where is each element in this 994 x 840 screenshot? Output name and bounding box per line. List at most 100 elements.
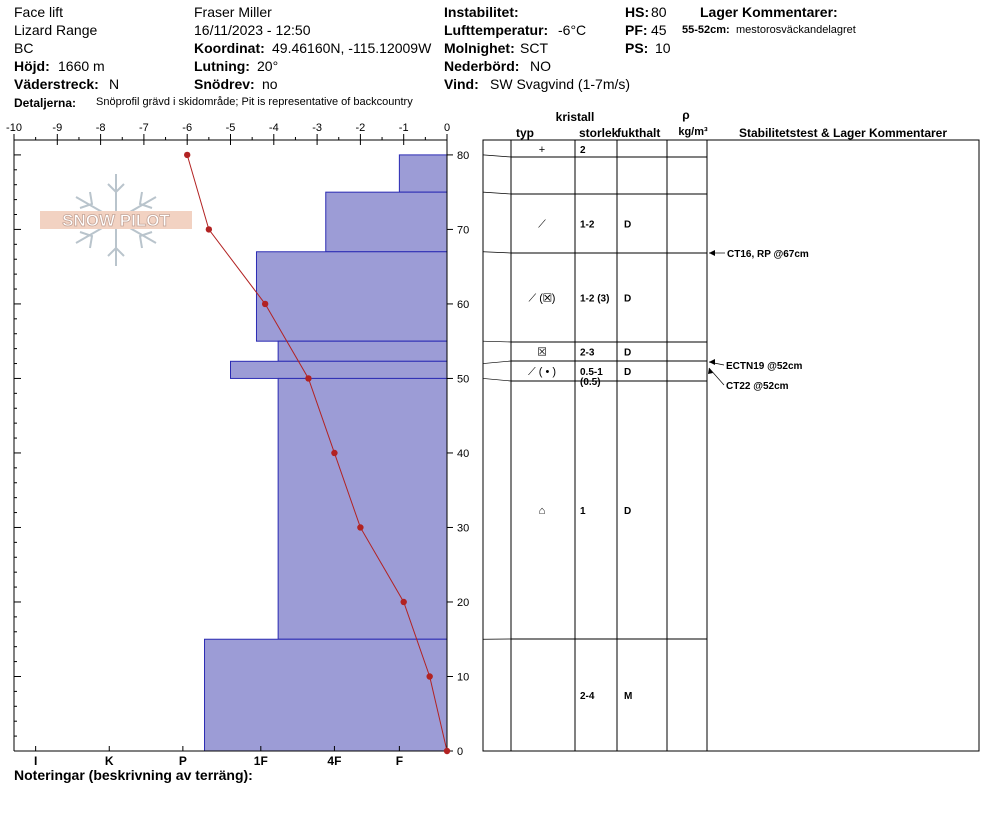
layer-comment-text: mestorosväckandelagret [736, 24, 856, 36]
coordinates-value: 49.46160N, -115.12009W [272, 40, 432, 56]
drift-value: no [262, 76, 278, 92]
details-label: Detaljerna: [14, 96, 77, 110]
temp-tick-label: -9 [52, 122, 62, 134]
moisture-value: D [624, 367, 631, 378]
temperature-profile [184, 151, 451, 755]
pf-label: PF: [625, 22, 648, 38]
density-unit: kg/m³ [678, 126, 708, 138]
elevation-value: 1660 m [58, 58, 105, 74]
layer-comment-depth: 55-52cm: [682, 24, 730, 36]
fragments-with-surface-hoar-icon: ⟋ (☒) [529, 293, 556, 305]
stability-arrow [708, 361, 725, 366]
grain-size-value: 2-4 [580, 691, 595, 702]
coordinates-label: Koordinat: [194, 40, 265, 56]
arrow-head-icon [709, 250, 715, 256]
stability-arrow [708, 367, 725, 386]
temp-tick-label: 0 [444, 122, 450, 134]
depth-connector-line [482, 154, 512, 158]
sky-label: Molnighet: [444, 40, 515, 56]
datetime: 16/11/2023 - 12:50 [194, 22, 311, 38]
temp-tick-label: -4 [269, 122, 279, 134]
pf-value: 45 [651, 22, 667, 38]
moisture-value: D [624, 294, 631, 305]
depth-tick-label: 0 [457, 746, 463, 758]
faceted-rounded-icon: ⌂ [539, 505, 546, 517]
temperature-point [261, 300, 269, 308]
hardness-tick-label: P [179, 754, 187, 768]
elevation-label: Höjd: [14, 58, 50, 74]
type-header: typ [516, 126, 534, 140]
hardness-layer-bar [398, 154, 448, 193]
moisture-header: fukthalt [617, 126, 660, 140]
hardness-layer-bar [255, 251, 448, 342]
snowpilot-logo: SNOW PILOT [38, 170, 194, 270]
depth-tick-label: 50 [457, 373, 469, 385]
hardness-tick-label: I [34, 754, 37, 768]
grain-size-secondary: (0.5) [580, 377, 601, 388]
depth-tick-label: 10 [457, 671, 469, 683]
arrow-head-icon [708, 368, 713, 374]
sky-value: SCT [520, 40, 548, 56]
hardness-layer-bar [204, 638, 448, 752]
decomposing-fragments-icon: ⟋ [538, 219, 546, 231]
moisture-value: D [624, 220, 631, 231]
grain-size-value: 2 [580, 145, 586, 156]
layer-comments-label: Lager Kommentarer: [700, 4, 838, 20]
temp-tick-label: -5 [226, 122, 236, 134]
hardness-layer-bar [277, 377, 448, 640]
site-name: Face lift [14, 4, 64, 20]
hs-value: 80 [651, 4, 667, 20]
aspect-value: N [109, 76, 120, 92]
range-name: Lizard Range [14, 22, 98, 38]
notes-label: Noteringar (beskrivning av terräng): [14, 767, 253, 783]
hs-label: HS: [625, 4, 650, 20]
hardness-layer-bar [230, 360, 448, 379]
depth-tick-label: 40 [457, 448, 469, 460]
arrow-head-icon [709, 359, 715, 365]
stability-test: CT16, RP @67cm [727, 249, 809, 260]
moisture-value: D [624, 506, 631, 517]
depth-tick-label: 60 [457, 299, 469, 311]
temperature-point [443, 747, 451, 755]
depth-tick-label: 80 [457, 150, 469, 162]
temp-tick-label: -8 [96, 122, 106, 134]
hardness-layers [204, 154, 448, 752]
density-header: ρ [682, 108, 689, 122]
temperature-point [205, 226, 213, 233]
grain-size-value: 1-2 [580, 220, 595, 231]
fragments-with-rounds-icon: ⟋ ( • ) [528, 366, 556, 378]
crystal-header: kristall [556, 110, 595, 124]
air-temp-label: Lufttemperatur: [444, 22, 549, 38]
depth-connector-line [482, 378, 512, 382]
precip-value: NO [530, 58, 551, 74]
slope-value: 20° [257, 58, 279, 74]
hardness-tick-label: K [105, 754, 114, 768]
depth-connector-line [482, 340, 512, 343]
table-frame [482, 139, 980, 752]
temp-tick-label: -10 [6, 122, 22, 134]
ps-value: 10 [655, 40, 671, 56]
hardness-tick-label: F [396, 754, 403, 768]
temperature-point [426, 673, 433, 680]
depth-tick-label: 20 [457, 597, 469, 609]
hardness-layer-bar [325, 191, 448, 253]
grain-size-value: 1 [580, 506, 586, 517]
temp-tick-label: -6 [182, 122, 192, 134]
region: BC [14, 40, 34, 56]
temp-tick-label: -7 [139, 122, 149, 134]
moisture-value: D [624, 348, 631, 359]
temp-tick-label: -3 [312, 122, 322, 134]
moisture-value: M [624, 691, 632, 702]
temp-tick-label: -1 [399, 122, 409, 134]
temperature-point [400, 598, 407, 606]
temperature-point [305, 375, 312, 382]
stability-header: Stabilitetstest & Lager Kommentarer [739, 126, 947, 140]
hardness-layer-bar [277, 340, 448, 362]
stability-test: ECTN19 @52cm [726, 361, 803, 372]
wind-label: Vind: [444, 76, 479, 92]
stability-test: CT22 @52cm [726, 381, 789, 392]
details-text: Snöprofil grävd i skidområde; Pit is rep… [96, 96, 413, 108]
air-temp-value: -6°C [558, 22, 587, 38]
depth-connector-line [482, 251, 512, 254]
instability-label: Instabilitet: [444, 4, 519, 20]
